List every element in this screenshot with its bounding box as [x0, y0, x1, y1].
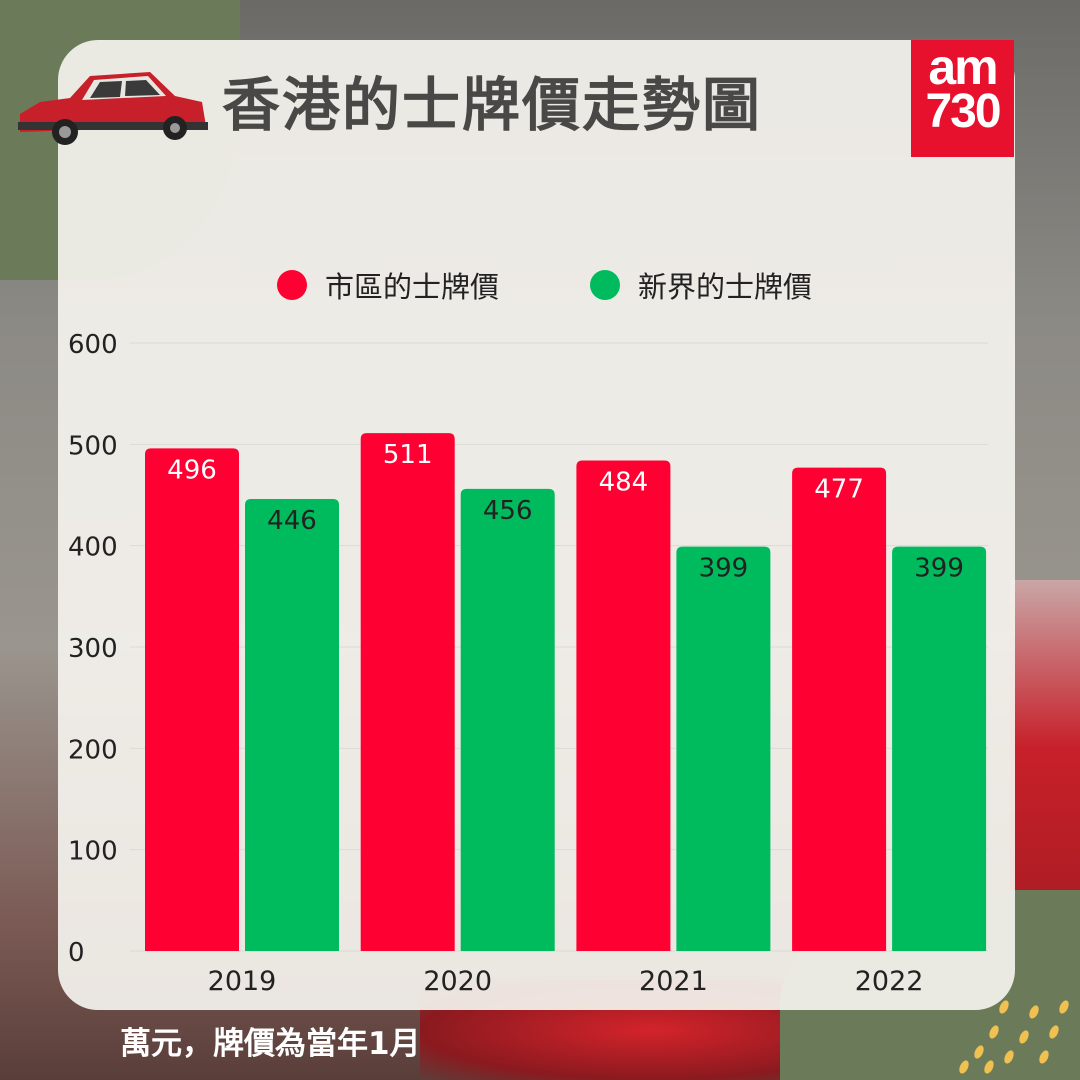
x-tick-label: 2022: [855, 966, 924, 997]
data-label: 446: [267, 506, 317, 536]
y-tick-label: 500: [68, 431, 118, 461]
y-tick-label: 0: [68, 938, 85, 968]
legend-label: 市區的士牌價: [325, 270, 500, 304]
legend-swatch-red: [277, 270, 307, 300]
y-tick-label: 200: [68, 735, 118, 765]
data-label: 496: [167, 455, 217, 485]
legend-item-urban: 市區的士牌價: [277, 264, 499, 306]
data-label: 399: [699, 554, 749, 584]
bar: [145, 448, 239, 951]
y-tick-label: 600: [68, 330, 118, 360]
bar: [360, 433, 455, 952]
taxi-icon: [18, 72, 208, 145]
x-tick-label: 2020: [423, 966, 492, 997]
bar: [245, 499, 339, 951]
y-tick-label: 100: [68, 837, 118, 867]
data-label: 484: [599, 468, 649, 498]
data-label: 477: [814, 475, 864, 505]
bar: [576, 460, 671, 951]
data-label: 456: [483, 496, 533, 526]
y-tick-label: 400: [68, 533, 118, 563]
data-label: 399: [914, 554, 964, 584]
y-tick-label: 300: [68, 634, 118, 664]
footnote: 萬元，牌價為當年1月: [120, 1026, 421, 1062]
x-tick-label: 2019: [208, 966, 277, 997]
legend-item-nt: 新界的士牌價: [590, 264, 812, 306]
bar: [676, 546, 771, 951]
data-label: 511: [383, 440, 433, 470]
bar: [792, 467, 887, 951]
legend-swatch-green: [590, 270, 620, 300]
bar: [460, 488, 555, 951]
page-title: 香港的士牌價走勢圖: [222, 71, 763, 139]
bar: [892, 546, 987, 951]
legend-label: 新界的士牌價: [638, 270, 813, 304]
x-tick-label: 2021: [639, 966, 708, 997]
am730-logo: am 730: [911, 40, 1014, 157]
